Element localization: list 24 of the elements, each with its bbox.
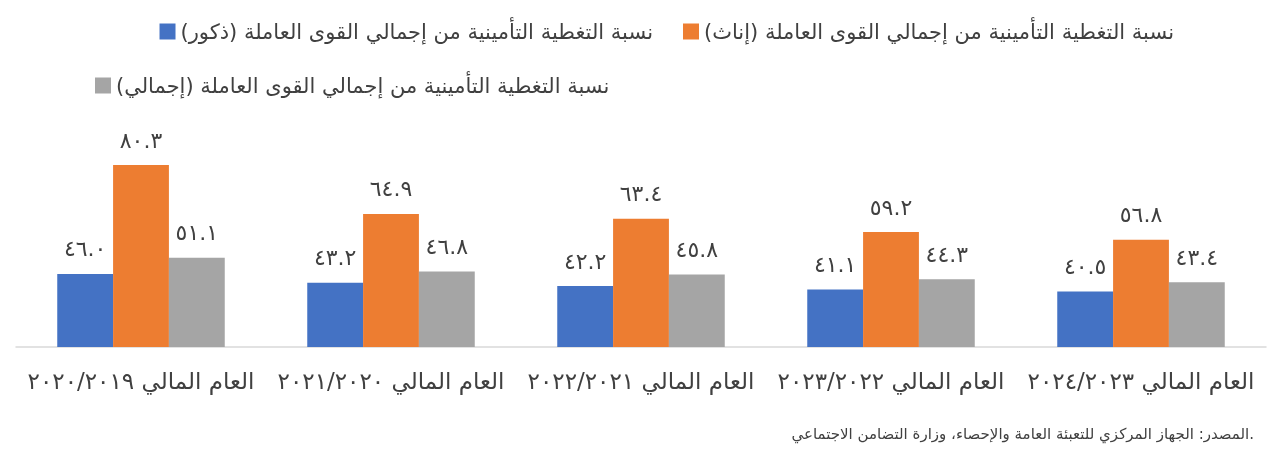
x-tick-label: العام المالي ٢٠٢١/٢٠٢٠ — [277, 367, 505, 395]
data-label: ٦٤.٩ — [369, 176, 413, 202]
x-tick-label: العام المالي ٢٠٢٤/٢٠٢٣ — [1027, 367, 1255, 395]
x-tick-label: العام المالي ٢٠٢٠/٢٠١٩ — [27, 367, 255, 395]
data-label: ٥٦.٨ — [1119, 202, 1163, 228]
text: المصدر: الجهاز المركزي للتعبئة العامة والإحصاء، وزارة التضامن الاجتماعي. — [791, 424, 1255, 444]
data-label: ٤٦.٨ — [425, 233, 469, 259]
data-label: ٦٣.٤ — [619, 181, 663, 207]
data-label: ٤٣.٤ — [1175, 244, 1219, 270]
data-label: ٥٩.٢ — [869, 194, 913, 220]
data-label: ٨٠.٣ — [119, 127, 163, 153]
data-label: ٥١.١ — [175, 220, 219, 246]
data-label: ٤٣.٢ — [313, 245, 357, 271]
data-label: ٤٢.٢ — [563, 248, 607, 274]
x-tick-label: العام المالي ٢٠٢٢/٢٠٢١ — [527, 367, 755, 395]
data-label: ٤٥.٨ — [675, 237, 719, 263]
data-label: ٤٤.٣ — [925, 241, 969, 267]
legend-label: نسبة التغطية التأمينية من إجمالي القوى العاملة (إجمالي) — [116, 70, 610, 99]
legend-label: نسبة التغطية التأمينية من إجمالي القوى العاملة (ذكور) — [180, 16, 654, 45]
data-label: ٤٦.٠ — [63, 236, 107, 262]
data-label: ٤٠.٥ — [1063, 253, 1107, 279]
x-tick-label: العام المالي ٢٠٢٣/٢٠٢٢ — [777, 367, 1005, 395]
data-label: ٤١.١ — [813, 252, 857, 278]
legend-label: نسبة التغطية التأمينية من إجمالي القوى العاملة (إناث) — [704, 16, 1174, 45]
